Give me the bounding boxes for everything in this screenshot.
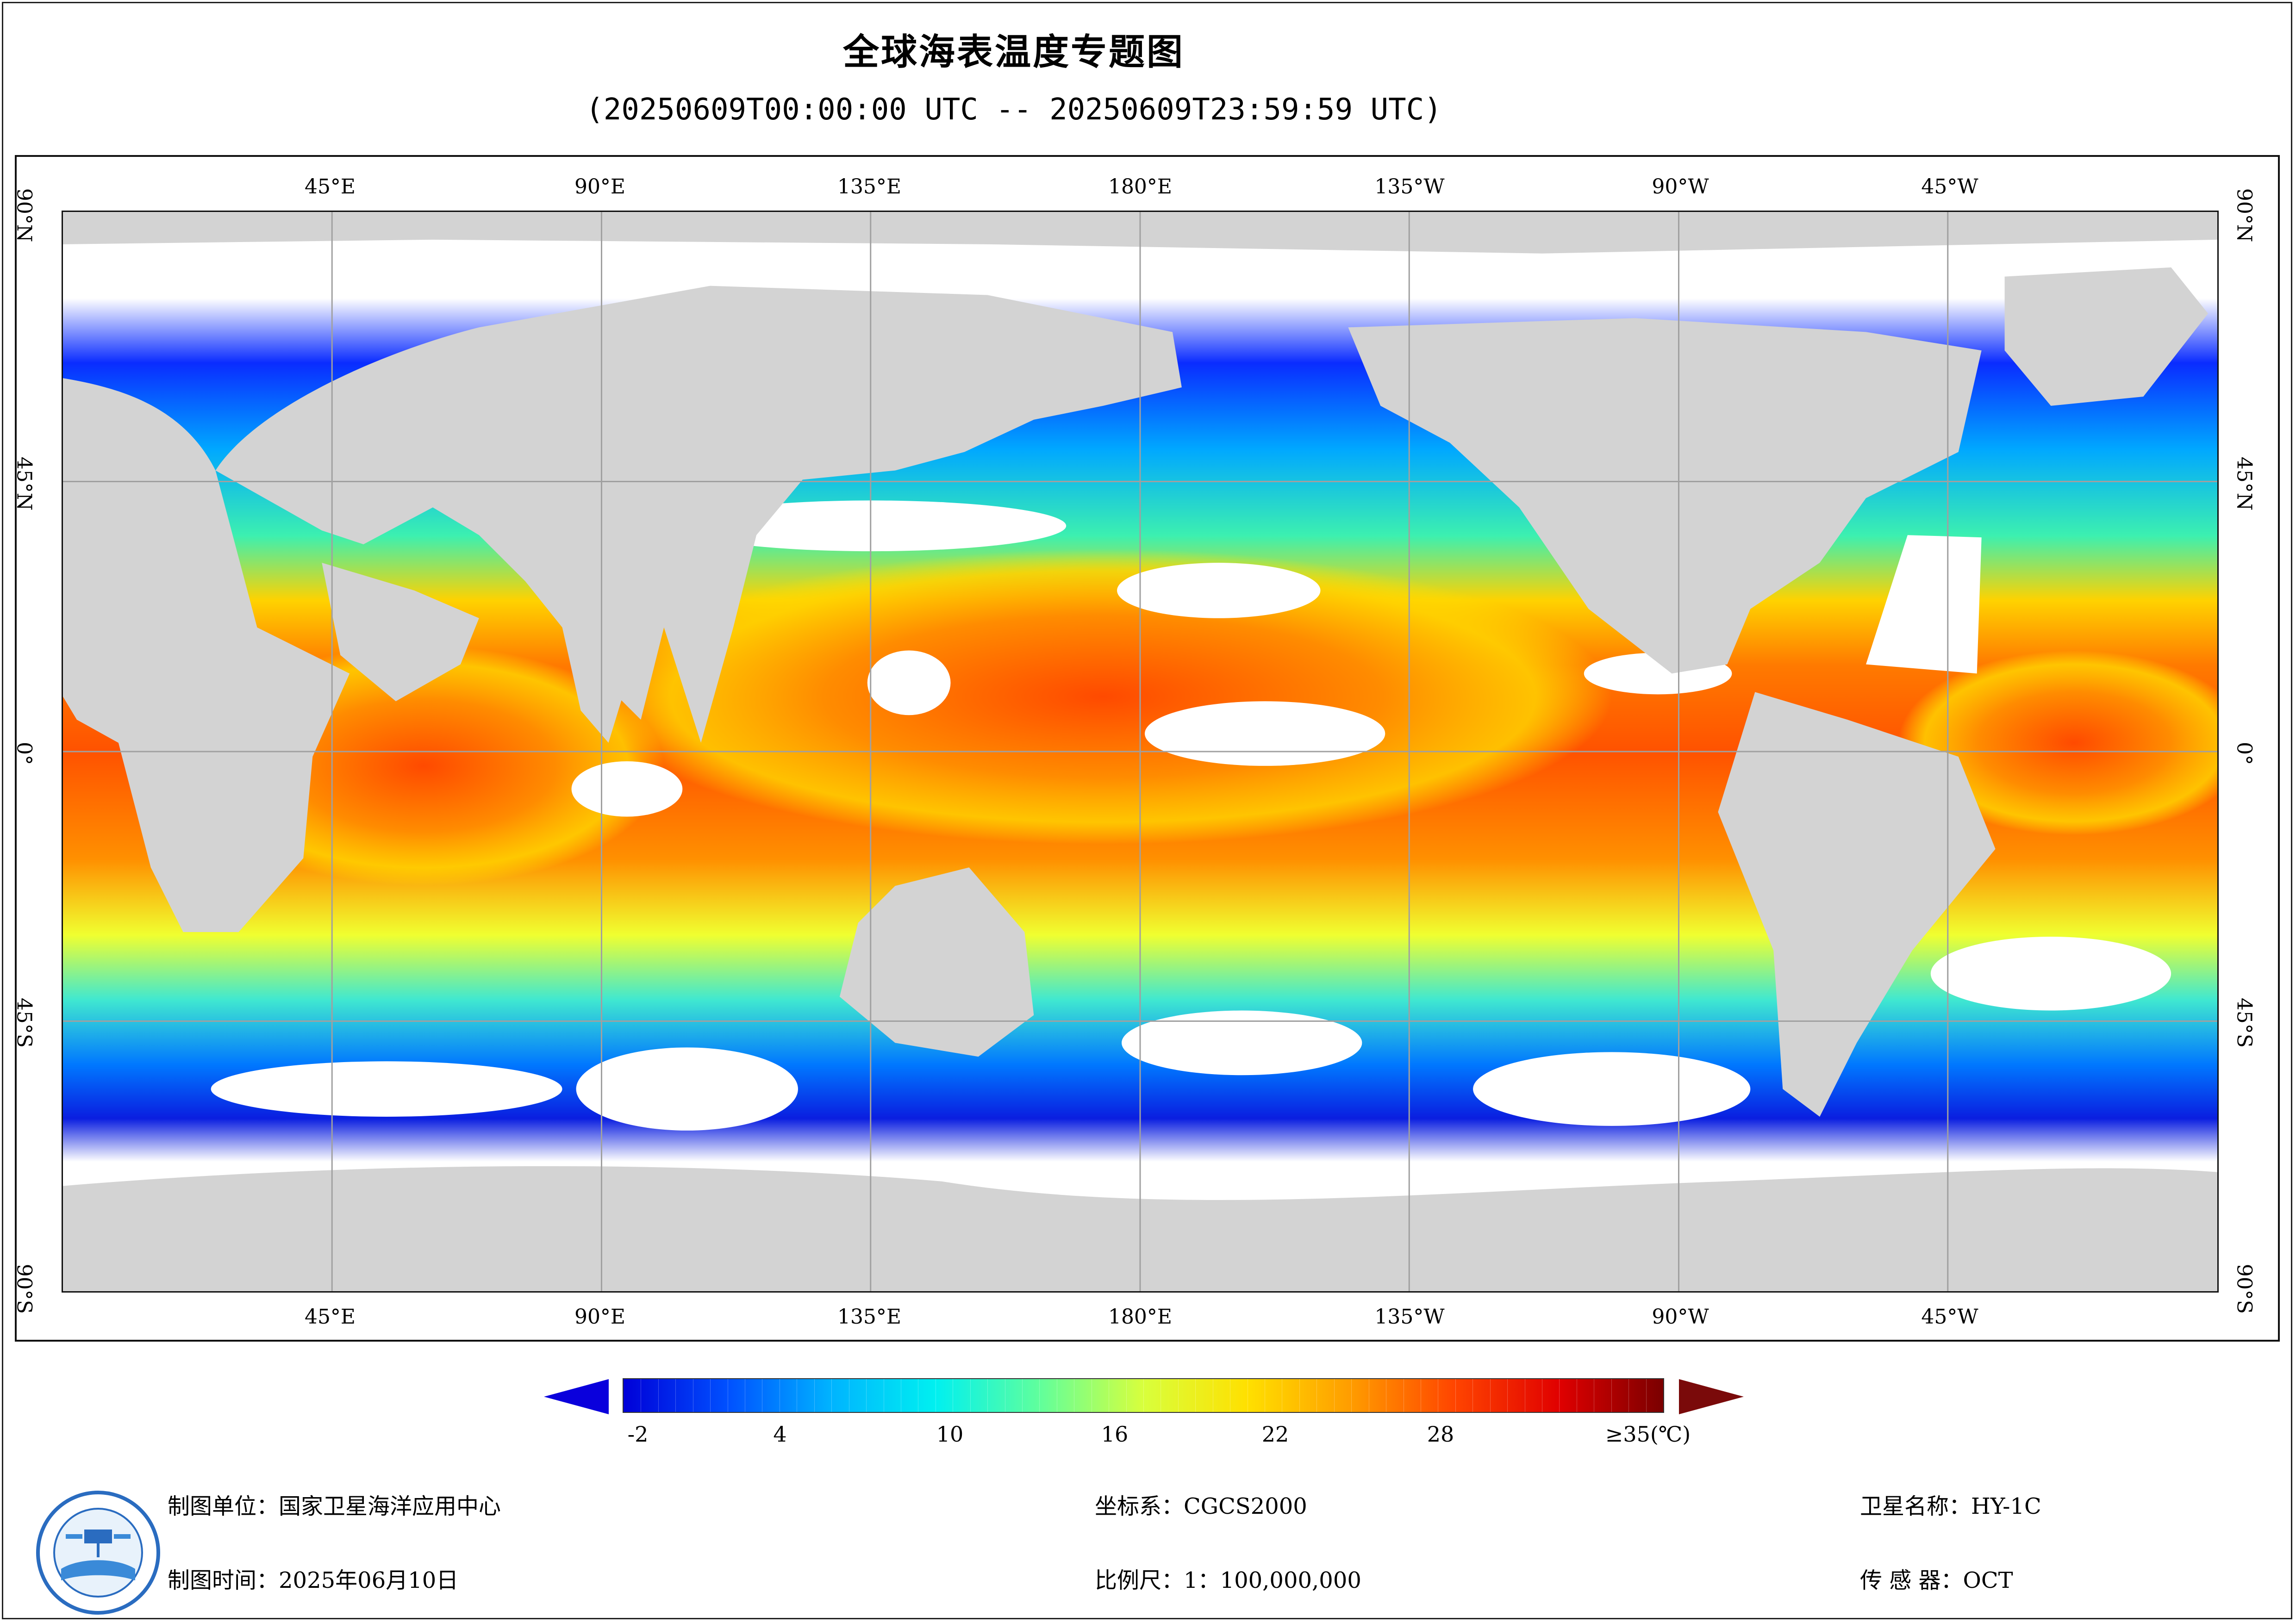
lon-label-top: 90°E (574, 175, 626, 199)
colorbar-tick-label: 16 (1101, 1422, 1129, 1447)
colorbar-segment-divider (1126, 1379, 1127, 1412)
no-data-patches (211, 500, 2171, 1131)
colorbar-segment-divider (814, 1379, 815, 1412)
sensor-name: 传 感 器：OCT (1860, 1567, 2013, 1593)
colorbar-segment-divider (866, 1379, 867, 1412)
lat-label-left: 0° (12, 742, 36, 765)
lon-label-top: 135°W (1374, 175, 1445, 199)
colorbar-min-arrow (544, 1379, 609, 1414)
lat-label-right: 90°N (2232, 188, 2256, 243)
lat-label-left: 90°N (12, 188, 36, 243)
colorbar-segment-divider (987, 1379, 988, 1412)
colorbar-tick-label: 28 (1427, 1422, 1454, 1447)
lat-label-right: 45°S (2232, 997, 2256, 1048)
colorbar-segment-divider (1160, 1379, 1161, 1412)
lon-label-bottom: 180°E (1108, 1305, 1173, 1329)
colorbar-segment-divider (658, 1379, 659, 1412)
colorbar-segment-divider (1611, 1379, 1612, 1412)
lat-label-left: 45°N (12, 456, 36, 511)
colorbar-segment-divider (1334, 1379, 1335, 1412)
colorbar-segment-divider (1039, 1379, 1040, 1412)
map-frame (15, 155, 2280, 1342)
colorbar-segment-divider (1143, 1379, 1144, 1412)
greenland (2004, 267, 2209, 406)
south-america (1718, 692, 1996, 1117)
africa (63, 378, 350, 932)
lon-label-top: 135°E (837, 175, 902, 199)
lon-label-bottom: 90°W (1652, 1305, 1709, 1329)
graticule (63, 212, 2217, 1291)
colorbar-tick-label: 10 (936, 1422, 964, 1447)
colorbar-tick-label: -2 (627, 1422, 649, 1447)
colorbar-segment-divider (1559, 1379, 1560, 1412)
lon-label-bottom: 135°W (1374, 1305, 1445, 1329)
lat-label-left: 45°S (12, 997, 36, 1048)
lon-label-top: 45°E (304, 175, 356, 199)
lon-label-top: 180°E (1108, 175, 1173, 199)
colorbar-segment-divider (675, 1379, 676, 1412)
lon-label-top: 45°W (1921, 175, 1978, 199)
lon-label-bottom: 135°E (837, 1305, 902, 1329)
colorbar-segment-divider (1455, 1379, 1456, 1412)
eurasia (215, 286, 1182, 743)
colorbar-segment-divider (1507, 1379, 1508, 1412)
colorbar-segment-divider (1351, 1379, 1352, 1412)
time-range-subtitle: (20250609T00:00:00 UTC -- 20250609T23:59… (586, 93, 1442, 127)
nsoas-logo (36, 1491, 160, 1615)
map-title: 全球海表温度专题图 (842, 31, 1185, 73)
colorbar-segment-divider (1316, 1379, 1317, 1412)
colorbar-segment-divider (1178, 1379, 1179, 1412)
colorbar-segment-divider (970, 1379, 971, 1412)
colorbar-tick-label: ≥35(℃) (1605, 1422, 1691, 1447)
colorbar-segment-divider (1472, 1379, 1473, 1412)
colorbar-segment-divider (710, 1379, 711, 1412)
colorbar-tick-label: 22 (1261, 1422, 1289, 1447)
colorbar-max-arrow (1679, 1379, 1744, 1414)
lat-label-left: 90°S (12, 1263, 36, 1314)
mapping-time: 制图时间：2025年06月10日 (168, 1567, 459, 1593)
lon-label-bottom: 45°W (1921, 1305, 1978, 1329)
lat-label-right: 90°S (2232, 1263, 2256, 1314)
colorbar-tick-label: 4 (773, 1422, 787, 1447)
mapping-unit: 制图单位：国家卫星海洋应用中心 (168, 1493, 501, 1519)
australia (839, 867, 1034, 1057)
lon-label-bottom: 90°E (574, 1305, 626, 1329)
map-scale: 比例尺：1：100,000,000 (1095, 1567, 1361, 1593)
colorbar (623, 1378, 1664, 1413)
satellite-name: 卫星名称：HY-1C (1860, 1493, 2041, 1519)
colorbar-segment-divider (1022, 1379, 1023, 1412)
colorbar-segment-divider (1490, 1379, 1491, 1412)
colorbar-segment-divider (1646, 1379, 1647, 1412)
coordinate-system: 坐标系：CGCS2000 (1095, 1493, 1307, 1519)
lon-label-top: 90°W (1652, 175, 1709, 199)
north-america (1348, 318, 1982, 674)
lat-label-right: 45°N (2232, 456, 2256, 511)
lat-label-right: 0° (2232, 742, 2256, 765)
sst-map-canvas (63, 212, 2217, 1291)
arabia (322, 563, 479, 702)
warm-pool-atlantic (1898, 650, 2217, 835)
colorbar-segment-divider (1195, 1379, 1196, 1412)
warm-pool-pacific (594, 549, 1612, 845)
colorbar-segment-divider (1628, 1379, 1629, 1412)
colorbar-segment-divider (831, 1379, 832, 1412)
lon-label-bottom: 45°E (304, 1305, 356, 1329)
sst-map[interactable] (62, 211, 2219, 1293)
colorbar-segment-divider (1299, 1379, 1300, 1412)
